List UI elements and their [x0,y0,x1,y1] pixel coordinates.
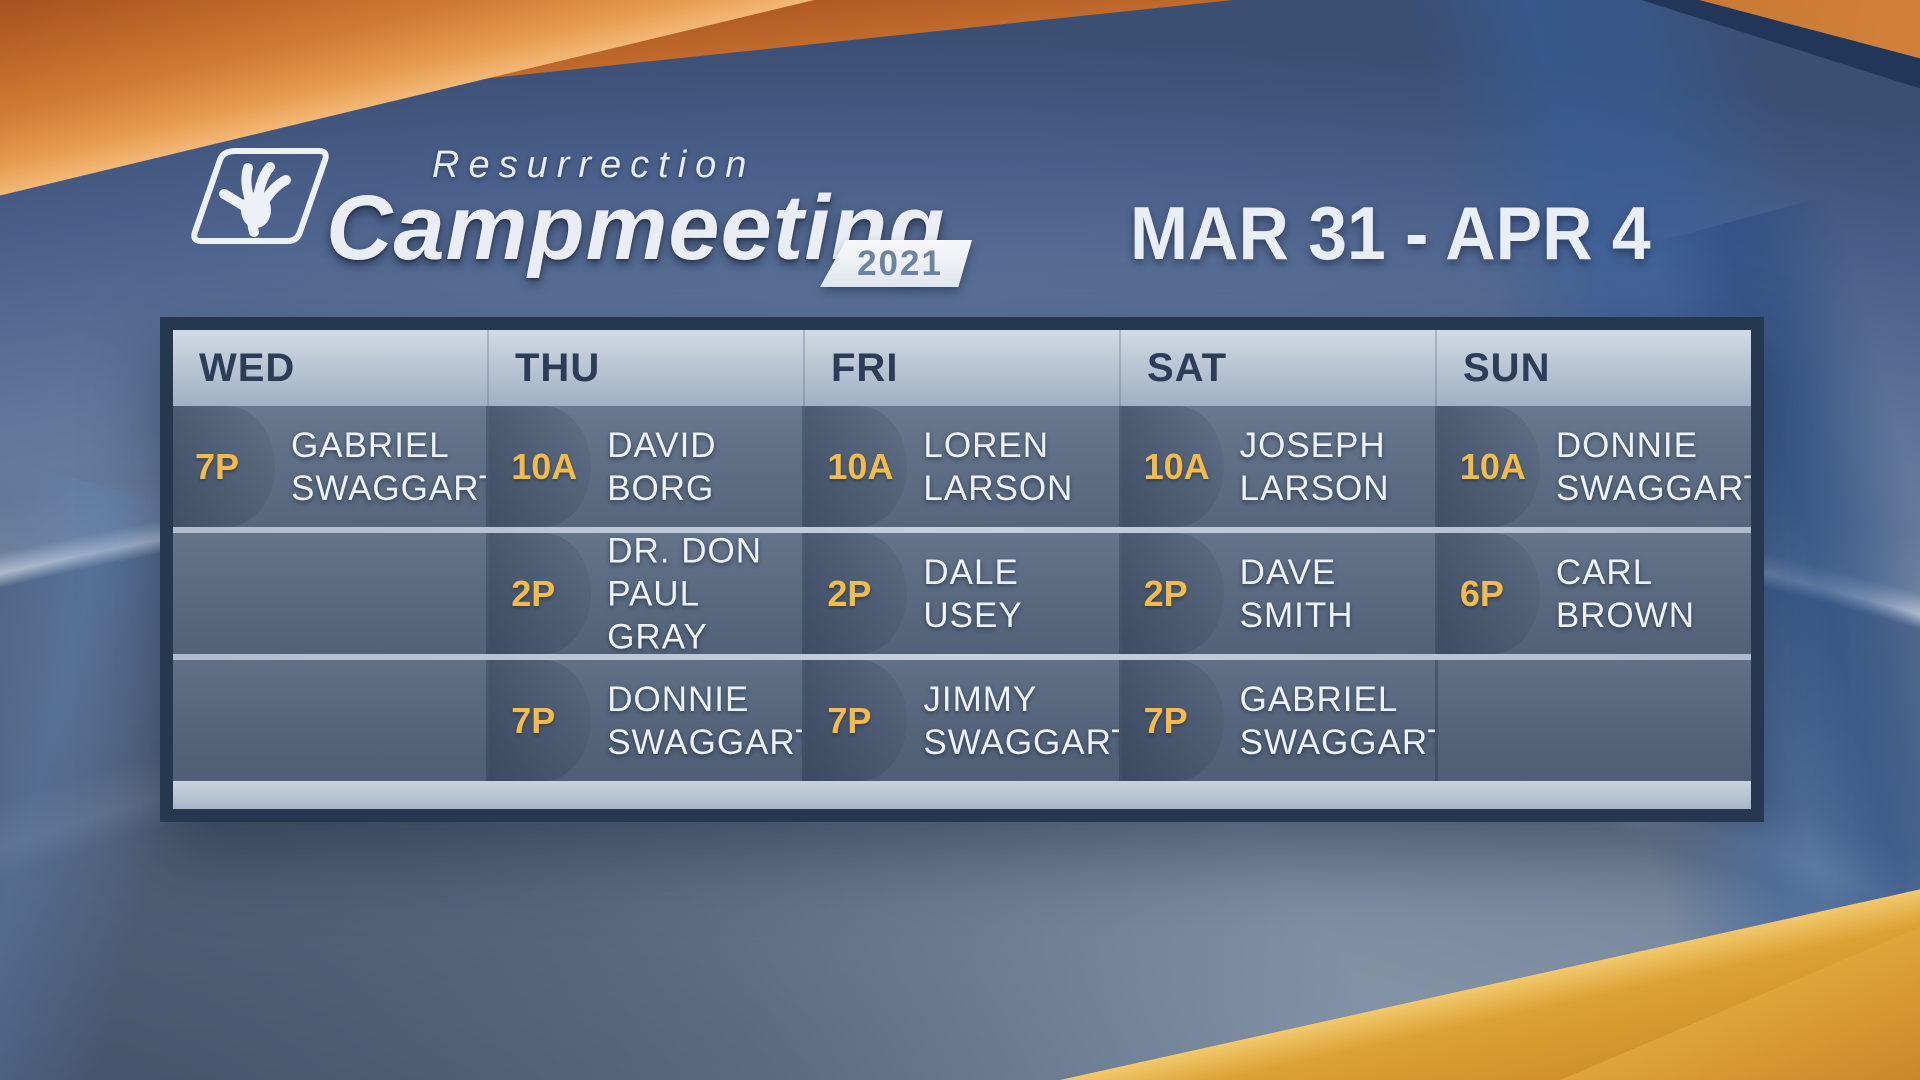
speaker-name-line1: JOSEPH [1239,425,1386,465]
speaker-name-line2: BROWN [1555,595,1695,635]
schedule-table-inner: WED THU FRI SAT SUN 7P GABRIEL SWAGGART [173,330,1752,809]
time-panel [1121,660,1224,781]
schedule-cell-wed-2 [173,533,487,654]
table-footer-bar [173,781,1751,809]
schedule-cell-wed-3 [173,660,487,781]
speaker-name-line1: DALE [923,552,1019,592]
time-panel [805,660,908,781]
speaker-name-line2: SMITH [1239,595,1354,635]
time-label: 7P [827,699,872,741]
speaker-name: DALE USEY [923,551,1112,637]
row-divider [173,527,1751,533]
speaker-name-line2: SWAGGART [291,468,487,508]
speaker-name-line1: DONNIE [1555,425,1698,465]
time-label: 10A [1143,445,1210,487]
speaker-name-line1: JIMMY [923,679,1038,719]
speaker-name: DONNIE SWAGGART [1555,424,1752,510]
speaker-name-line1: DONNIE [607,679,750,719]
speaker-name-line1: GABRIEL [1239,679,1399,719]
time-panel [489,533,592,654]
schedule-row-1: 7P GABRIEL SWAGGART 10A DAVID BORG [173,406,1752,527]
speaker-name-line1: GABRIEL [291,425,450,465]
schedule-cell-sat-3: 7P GABRIEL SWAGGART [1118,660,1435,781]
time-panel [1437,406,1540,527]
time-panel [489,660,592,781]
schedule-cell-fri-1: 10A LOREN LARSON [802,406,1119,527]
time-label: 2P [827,572,872,614]
speaker-name-line2: BORG [607,468,715,508]
speaker-name-line2: PAUL GRAY [607,574,708,654]
time-panel [805,533,908,654]
time-label: 7P [511,699,556,741]
time-panel [173,406,275,527]
raised-hand-icon [191,148,329,244]
speaker-name: GABRIEL SWAGGART [291,424,487,510]
schedule-row-2: 2P DR. DON PAUL GRAY 2P DALE USEY [173,533,1752,654]
year-badge-shape [820,240,972,287]
year-badge-text: 2021 [857,243,943,283]
speaker-name-line1: LOREN [923,425,1049,465]
speaker-name: DAVE SMITH [1240,551,1429,637]
time-label: 6P [1459,572,1504,614]
time-label: 2P [511,572,556,614]
speaker-name: CARL BROWN [1556,551,1745,637]
day-header-fri: FRI [803,330,1119,406]
speaker-name: DR. DON PAUL GRAY [607,533,796,654]
schedule-cell-sun-2: 6P CARL BROWN [1434,533,1752,654]
time-label: 7P [1143,699,1188,741]
day-header-sun: SUN [1435,330,1751,406]
year-badge: 2021 [820,240,972,287]
time-label: 7P [195,445,240,487]
time-label: 10A [511,445,578,487]
speaker-name-line2: SWAGGART [1239,722,1435,762]
day-header-row: WED THU FRI SAT SUN [173,330,1751,406]
schedule-cell-sat-1: 10A JOSEPH LARSON [1118,406,1435,527]
speaker-name-line2: SWAGGART [923,722,1119,762]
speaker-name-line2: LARSON [923,468,1074,508]
speaker-name: JIMMY SWAGGART [923,678,1119,764]
time-panel [1437,533,1540,654]
time-panel [805,406,908,527]
schedule-cell-fri-3: 7P JIMMY SWAGGART [802,660,1119,781]
time-label: 10A [827,445,894,487]
day-header-sat: SAT [1119,330,1435,406]
schedule-cell-thu-1: 10A DAVID BORG [486,406,803,527]
schedule-table: WED THU FRI SAT SUN 7P GABRIEL SWAGGART [160,317,1764,822]
speaker-name: DONNIE SWAGGART [607,678,803,764]
title-script: Resurrection [432,144,756,186]
schedule-cell-wed-1: 7P GABRIEL SWAGGART [173,406,487,527]
speaker-name-line1: DAVE [1239,552,1337,592]
schedule-cell-sat-2: 2P DAVE SMITH [1118,533,1435,654]
speaker-name: DAVID BORG [607,424,796,510]
time-panel [489,406,592,527]
date-range: MAR 31 - APR 4 [1130,191,1651,275]
speaker-name: JOSEPH LARSON [1240,424,1429,510]
speaker-name-line1: DAVID [607,425,717,465]
schedule-cell-thu-3: 7P DONNIE SWAGGART [486,660,803,781]
schedule-cell-sun-1: 10A DONNIE SWAGGART [1434,406,1752,527]
speaker-name-line1: CARL [1555,552,1654,592]
speaker-name: LOREN LARSON [923,424,1112,510]
speaker-name-line2: SWAGGART [1555,468,1752,508]
schedule-cell-fri-2: 2P DALE USEY [802,533,1119,654]
speaker-name-line1: DR. DON [607,533,762,570]
schedule-cell-sun-3 [1434,660,1752,781]
speaker-name: GABRIEL SWAGGART [1239,678,1435,764]
speaker-name-line2: SWAGGART [607,722,803,762]
speaker-name-line2: LARSON [1239,468,1390,508]
time-panel [1121,533,1224,654]
schedule-row-3: 7P DONNIE SWAGGART 7P JIMMY SWAGGART [173,660,1752,781]
speaker-name-line2: USEY [923,595,1023,635]
schedule-cell-thu-2: 2P DR. DON PAUL GRAY [486,533,803,654]
time-label: 2P [1143,572,1188,614]
day-header-thu: THU [487,330,803,406]
time-label: 10A [1459,445,1526,487]
day-header-wed: WED [199,345,296,390]
row-divider [173,654,1751,660]
time-panel [1121,406,1224,527]
